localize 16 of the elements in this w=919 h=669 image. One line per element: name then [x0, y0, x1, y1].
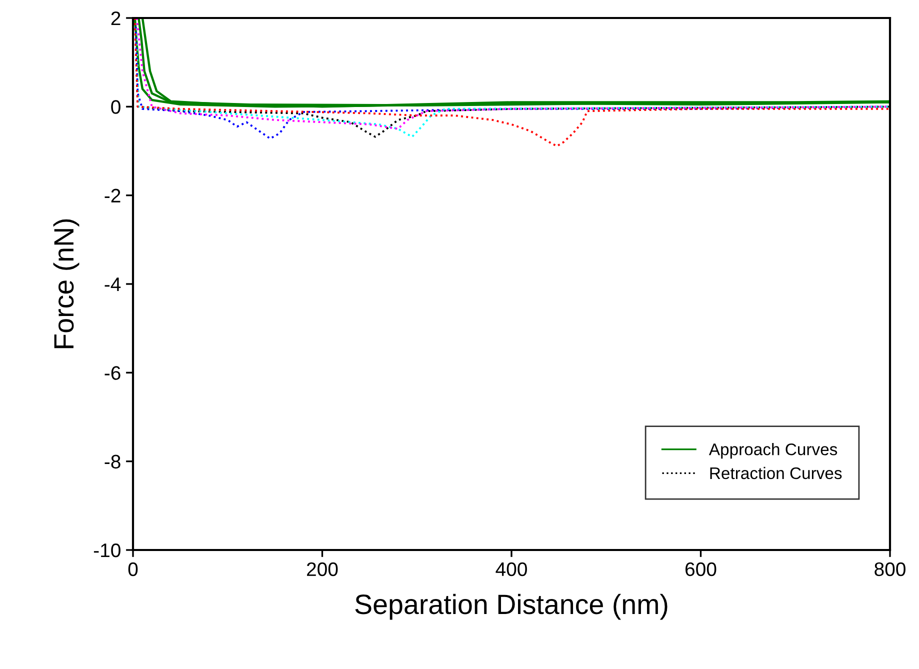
x-tick-label: 0 — [128, 562, 138, 576]
y-tick-label: -8 — [104, 454, 120, 469]
y-axis-title: Force (nN) — [53, 219, 80, 348]
x-tick-label: 200 — [307, 562, 338, 576]
x-tick-label: 600 — [686, 562, 716, 576]
legend-label: Retraction Curves — [710, 466, 842, 480]
y-tick-label: 0 — [111, 100, 120, 114]
x-axis-title: Separation Distance (nm) — [355, 594, 668, 620]
legend-label: Approach Curves — [708, 443, 838, 459]
y-tick-label: -10 — [94, 543, 120, 558]
y-tick-label: 2 — [111, 11, 120, 26]
y-tick-label: -2 — [104, 188, 120, 202]
x-tick-label: 400 — [496, 562, 527, 576]
y-tick-label: -4 — [104, 278, 121, 292]
x-tick-label: 800 — [874, 562, 906, 576]
y-tick-label: -6 — [104, 366, 120, 380]
